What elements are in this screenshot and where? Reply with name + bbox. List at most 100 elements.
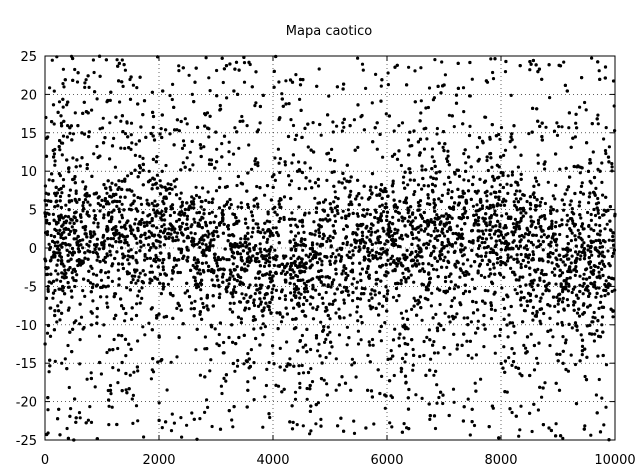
scatter-point xyxy=(490,404,494,408)
scatter-point xyxy=(476,319,480,323)
scatter-point xyxy=(594,239,598,243)
scatter-point xyxy=(341,241,345,246)
scatter-point xyxy=(581,277,585,281)
scatter-point xyxy=(236,205,240,209)
scatter-point xyxy=(519,290,523,294)
scatter-point xyxy=(254,70,258,74)
scatter-point xyxy=(531,250,535,254)
scatter-point xyxy=(335,209,339,213)
scatter-point xyxy=(280,390,284,394)
scatter-point xyxy=(183,117,187,121)
scatter-point xyxy=(218,103,222,108)
scatter-point xyxy=(53,227,57,231)
scatter-point xyxy=(89,371,93,375)
scatter-point xyxy=(540,138,544,142)
scatter-point xyxy=(111,237,116,241)
scatter-point xyxy=(562,60,566,64)
scatter-point xyxy=(136,195,140,200)
scatter-point xyxy=(76,247,80,251)
scatter-point xyxy=(292,270,296,274)
scatter-point xyxy=(296,231,301,235)
scatter-point xyxy=(262,264,267,268)
scatter-point xyxy=(502,306,507,310)
scatter-point xyxy=(103,136,107,140)
scatter-point xyxy=(424,126,428,130)
scatter-point xyxy=(535,107,539,111)
scatter-point xyxy=(530,285,534,289)
scatter-point xyxy=(208,114,212,118)
scatter-point xyxy=(352,419,356,423)
scatter-point xyxy=(541,248,545,252)
scatter-point xyxy=(589,218,594,222)
scatter-point xyxy=(60,153,64,157)
scatter-point xyxy=(592,310,596,315)
scatter-point xyxy=(261,228,265,232)
scatter-point xyxy=(536,218,541,222)
scatter-point xyxy=(510,321,515,325)
chart-title: Mapa caotico xyxy=(286,24,372,39)
scatter-point xyxy=(439,199,443,204)
scatter-point xyxy=(76,71,80,75)
scatter-point xyxy=(499,361,503,366)
scatter-point xyxy=(293,397,298,401)
scatter-point xyxy=(427,328,431,332)
scatter-point xyxy=(260,273,265,277)
scatter-point xyxy=(136,339,140,343)
scatter-point xyxy=(392,373,396,378)
scatter-point xyxy=(600,396,604,400)
scatter-point xyxy=(443,234,447,238)
scatter-point xyxy=(256,164,260,168)
scatter-point xyxy=(411,236,415,241)
scatter-point xyxy=(517,224,521,228)
scatter-point xyxy=(602,288,606,292)
scatter-point xyxy=(61,134,66,138)
scatter-point xyxy=(107,404,111,408)
scatter-point xyxy=(382,229,386,233)
scatter-point xyxy=(468,433,472,437)
scatter-point xyxy=(413,216,418,220)
scatter-point xyxy=(470,229,474,233)
scatter-point xyxy=(495,252,499,257)
scatter-point xyxy=(392,198,396,202)
scatter-point xyxy=(254,101,258,105)
scatter-point xyxy=(513,331,517,335)
scatter-point xyxy=(85,377,89,381)
scatter-point xyxy=(364,86,368,90)
scatter-point xyxy=(268,234,272,238)
scatter-point xyxy=(454,241,458,245)
scatter-point xyxy=(337,253,341,257)
scatter-point xyxy=(294,234,298,238)
scatter-point xyxy=(566,249,570,254)
scatter-point xyxy=(597,377,601,382)
scatter-point xyxy=(77,411,82,415)
scatter-point xyxy=(55,278,59,282)
scatter-point xyxy=(140,286,144,290)
scatter-point xyxy=(611,315,615,319)
scatter-point xyxy=(153,199,157,203)
scatter-point xyxy=(135,86,139,90)
scatter-point xyxy=(177,218,181,222)
scatter-point xyxy=(333,292,337,296)
scatter-point xyxy=(58,318,62,322)
scatter-point xyxy=(565,213,569,217)
scatter-point xyxy=(317,342,321,346)
scatter-point xyxy=(402,422,406,426)
scatter-point xyxy=(507,356,511,360)
scatter-point xyxy=(502,345,506,349)
scatter-point xyxy=(235,183,239,188)
scatter-point xyxy=(303,187,308,191)
scatter-point xyxy=(159,127,163,131)
scatter-point xyxy=(582,247,587,251)
scatter-point xyxy=(370,222,374,226)
scatter-point xyxy=(388,421,392,425)
scatter-point xyxy=(316,349,320,353)
scatter-point xyxy=(248,249,252,253)
scatter-point xyxy=(201,301,205,306)
scatter-point xyxy=(242,362,246,366)
scatter-point xyxy=(314,334,319,338)
scatter-point xyxy=(150,201,154,205)
scatter-point xyxy=(497,197,501,202)
scatter-point xyxy=(249,210,254,214)
scatter-point xyxy=(65,426,69,431)
